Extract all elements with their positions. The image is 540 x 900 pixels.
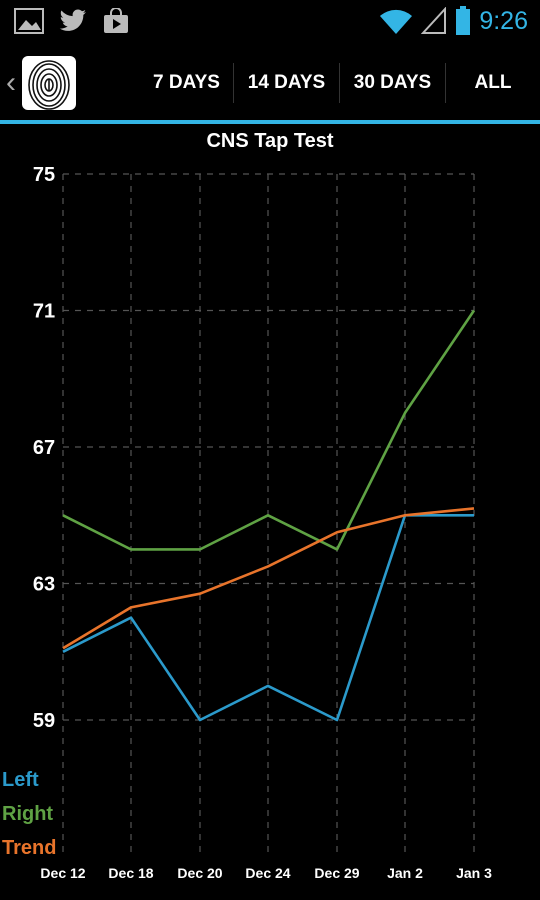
tab-all[interactable]: ALL bbox=[474, 72, 512, 93]
legend-item-left: Left bbox=[2, 769, 39, 791]
x-tick-label: Dec 29 bbox=[314, 865, 359, 881]
tab-7-days[interactable]: 7 DAYS bbox=[153, 72, 220, 93]
gallery-icon bbox=[14, 8, 44, 34]
store-bag-icon bbox=[104, 8, 128, 33]
y-tick-label: 63 bbox=[33, 574, 55, 596]
x-tick-label: Jan 2 bbox=[387, 865, 423, 881]
tab-14-days[interactable]: 14 DAYS bbox=[247, 72, 326, 93]
x-tick-label: Dec 12 bbox=[40, 865, 85, 881]
clock: 9:26 bbox=[479, 6, 528, 35]
y-tick-label: 75 bbox=[33, 164, 55, 186]
x-tick-label: Jan 3 bbox=[456, 865, 492, 881]
y-tick-label: 67 bbox=[33, 437, 55, 459]
series-line-trend bbox=[62, 507, 475, 650]
range-tabs: 7 DAYS 14 DAYS 30 DAYS ALL bbox=[140, 44, 540, 122]
cns-tap-test-chart: CNS Tap Test 75 71 67 63 59 Dec 12 Dec 18 Dec 20… bbox=[2, 130, 492, 881]
y-tick-label: 71 bbox=[33, 301, 55, 323]
tab-divider bbox=[339, 63, 340, 103]
signal-icon bbox=[421, 7, 447, 34]
notification-icons bbox=[14, 8, 130, 34]
tab-divider bbox=[445, 63, 446, 103]
status-bar: 9:26 bbox=[0, 0, 540, 44]
x-tick-label: Dec 20 bbox=[177, 865, 222, 881]
legend-item-right: Right bbox=[2, 803, 53, 825]
x-tick-label: Dec 18 bbox=[108, 865, 153, 881]
tab-underline bbox=[0, 120, 540, 124]
twitter-icon bbox=[59, 9, 86, 31]
system-icons: 9:26 bbox=[379, 6, 528, 36]
tab-30-days[interactable]: 30 DAYS bbox=[353, 72, 432, 93]
series-line-right bbox=[62, 309, 476, 551]
action-bar: ‹ 7 DAYS 14 DAYS 30 DAYS ALL bbox=[0, 44, 540, 122]
fingerprint-app-icon[interactable] bbox=[22, 56, 76, 110]
wifi-icon bbox=[380, 9, 413, 35]
battery-icon bbox=[456, 6, 471, 35]
chart-title: CNS Tap Test bbox=[206, 130, 333, 152]
fingerprint-icon bbox=[28, 60, 70, 110]
y-tick-label: 59 bbox=[33, 710, 55, 732]
x-tick-label: Dec 24 bbox=[245, 865, 290, 881]
back-chevron-icon[interactable]: ‹ bbox=[6, 66, 16, 99]
legend-item-trend: Trend bbox=[2, 837, 56, 859]
tab-divider bbox=[233, 63, 234, 103]
